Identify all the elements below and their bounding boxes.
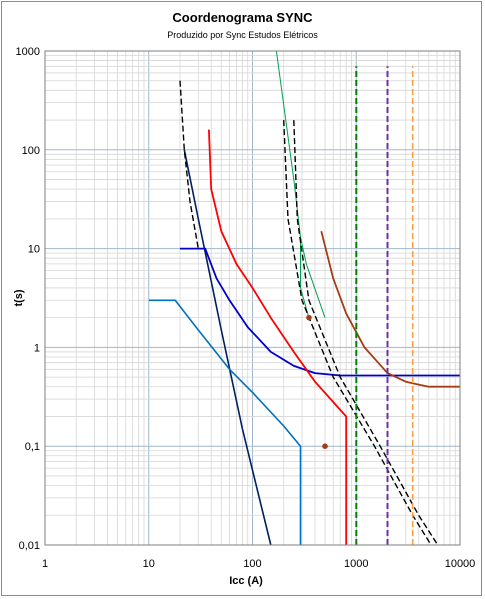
y-axis-label: t(s): [13, 289, 25, 306]
series-layer: [148, 51, 460, 545]
series-line-4: [208, 129, 348, 545]
chart-subtitle: Produzido por Sync Estudos Elétricos: [167, 30, 318, 40]
x-tick-label: 10: [143, 558, 155, 570]
x-tick-label: 1000: [344, 558, 368, 570]
series-line-1: [183, 149, 272, 545]
series-line-7: [320, 230, 460, 388]
data-point-marker: [306, 314, 312, 321]
data-point-marker: [322, 443, 328, 450]
y-tick-label: 100: [22, 145, 40, 157]
series-line-6: [300, 237, 310, 318]
y-tick-label: 1000: [16, 46, 40, 58]
series-line-8: [179, 80, 199, 249]
series-line-9: [283, 120, 432, 545]
y-tick-label: 0,01: [19, 540, 40, 552]
axis-layer: 1 10 100 1000 10000 0,01 0,1 1 10 100 1000: [16, 46, 476, 570]
series-line-2: [148, 299, 302, 545]
y-tick-label: 10: [28, 244, 40, 256]
y-tick-label: 1: [34, 342, 40, 354]
x-tick-label: 100: [243, 558, 261, 570]
x-axis-label: Icc (A): [229, 575, 263, 587]
chart-title: Coordenograma SYNC: [172, 10, 313, 25]
grid: [44, 51, 460, 546]
x-tick-label: 10000: [445, 558, 476, 570]
x-tick-label: 1: [42, 558, 48, 570]
y-tick-label: 0,1: [25, 441, 40, 453]
plot-area-border: [44, 50, 461, 546]
series-line-3: [180, 247, 460, 377]
series-line-10: [293, 120, 439, 545]
